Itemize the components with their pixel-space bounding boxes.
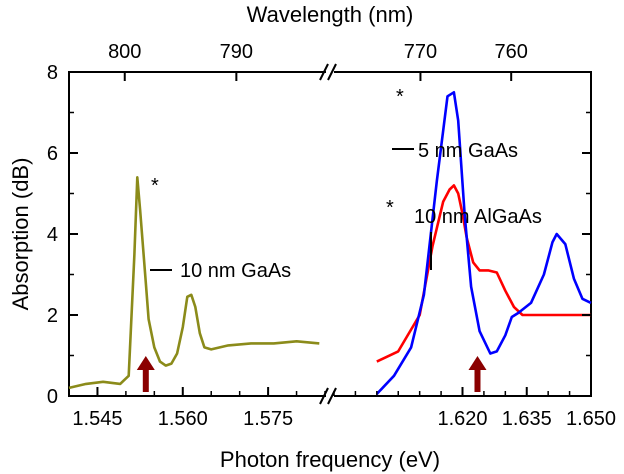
series-line-10-nm-algaas xyxy=(376,184,591,363)
ticks-layer: 0 2 4 6 8 1.545 1.560 1.575 1.620 1.635 1.650 800 79… xyxy=(47,41,616,430)
y-axis-title: Absorption (dB) xyxy=(8,158,33,311)
arrow-layer xyxy=(136,356,487,392)
top-tick-label: 760 xyxy=(495,41,528,63)
x-tick-label: 1.560 xyxy=(158,408,208,430)
series-line-5-nm-gaas xyxy=(375,91,592,395)
x-tick-label: 1.620 xyxy=(437,408,487,430)
plot-frame xyxy=(68,71,592,397)
series-line-10-nm-gaas xyxy=(68,176,320,390)
top-axis-title: Wavelength (nm) xyxy=(247,2,414,27)
break-slash xyxy=(327,63,337,81)
y-tick-label: 4 xyxy=(47,224,58,246)
x-tick-label: 1.545 xyxy=(72,408,122,430)
top-tick-label: 770 xyxy=(404,41,437,63)
gaas5-label: 5 nm GaAs xyxy=(418,140,518,162)
excitation-arrow xyxy=(468,356,487,392)
break-slash xyxy=(319,387,329,405)
gaas10-label: 10 nm GaAs xyxy=(180,260,291,282)
x-axis-title: Photon frequency (eV) xyxy=(220,447,440,472)
y-tick-label: 2 xyxy=(47,305,58,327)
break-gap-top xyxy=(326,68,334,78)
peak-star-gaas5: * xyxy=(396,86,404,108)
y-tick-label: 6 xyxy=(47,143,58,165)
x-tick-label: 1.575 xyxy=(243,408,293,430)
algaas10-label: 10 nm AlGaAs xyxy=(414,206,542,228)
axis-break xyxy=(319,63,337,405)
y-tick-label: 0 xyxy=(47,386,58,408)
break-gap-bottom xyxy=(326,390,334,400)
y-tick-label: 8 xyxy=(47,62,58,84)
x-tick-label: 1.635 xyxy=(502,408,552,430)
break-slash xyxy=(327,387,337,405)
x-tick-label: 1.650 xyxy=(566,408,616,430)
series-layer xyxy=(68,91,592,395)
excitation-arrow xyxy=(136,356,155,392)
peak-star-algaas10: * xyxy=(386,197,394,219)
break-slash xyxy=(319,63,329,81)
top-tick-label: 790 xyxy=(220,41,253,63)
top-tick-label: 800 xyxy=(108,41,141,63)
peak-star-gaas10: * xyxy=(151,175,159,197)
